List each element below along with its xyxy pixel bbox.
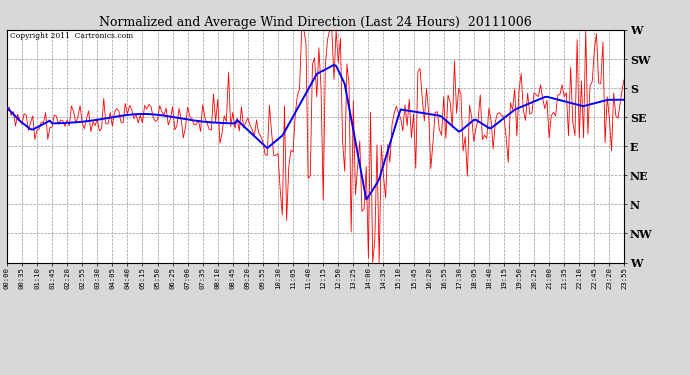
Text: Copyright 2011  Cartronics.com: Copyright 2011 Cartronics.com: [10, 32, 133, 40]
Title: Normalized and Average Wind Direction (Last 24 Hours)  20111006: Normalized and Average Wind Direction (L…: [99, 16, 532, 29]
